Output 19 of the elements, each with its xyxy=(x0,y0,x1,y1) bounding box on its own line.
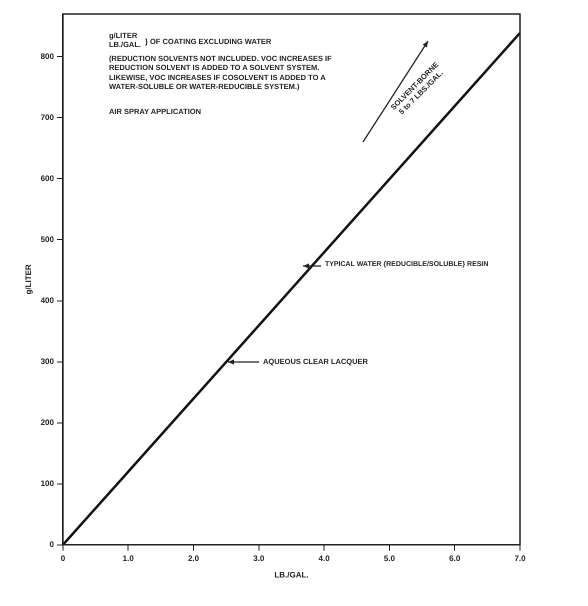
y-tick-label: 400 xyxy=(40,296,54,305)
y-tick-label: 100 xyxy=(40,478,54,488)
y-tick-label: 0 xyxy=(49,540,54,550)
x-tick-label: 0 xyxy=(60,554,66,563)
x-axis-title: LB./GAL. xyxy=(274,570,309,580)
x-tick-label: 1.0 xyxy=(122,554,134,563)
y-tick-label: 200 xyxy=(40,418,54,427)
y-tick-label: 500 xyxy=(40,234,54,244)
x-tick-label: 7.0 xyxy=(514,554,526,563)
y-tick-label: 300 xyxy=(40,356,54,366)
x-tick-label: 3.0 xyxy=(253,554,265,563)
x-tick-label: 5.0 xyxy=(384,554,396,563)
x-tick-label: 2.0 xyxy=(188,554,200,563)
y-tick-label: 600 xyxy=(40,174,54,183)
y-axis-title: g/LITER xyxy=(24,264,34,295)
y-tick-label: 800 xyxy=(40,52,54,61)
x-tick-label: 4.0 xyxy=(318,554,330,563)
x-tick-label: 6.0 xyxy=(449,554,461,563)
y-tick-label: 700 xyxy=(40,112,54,122)
